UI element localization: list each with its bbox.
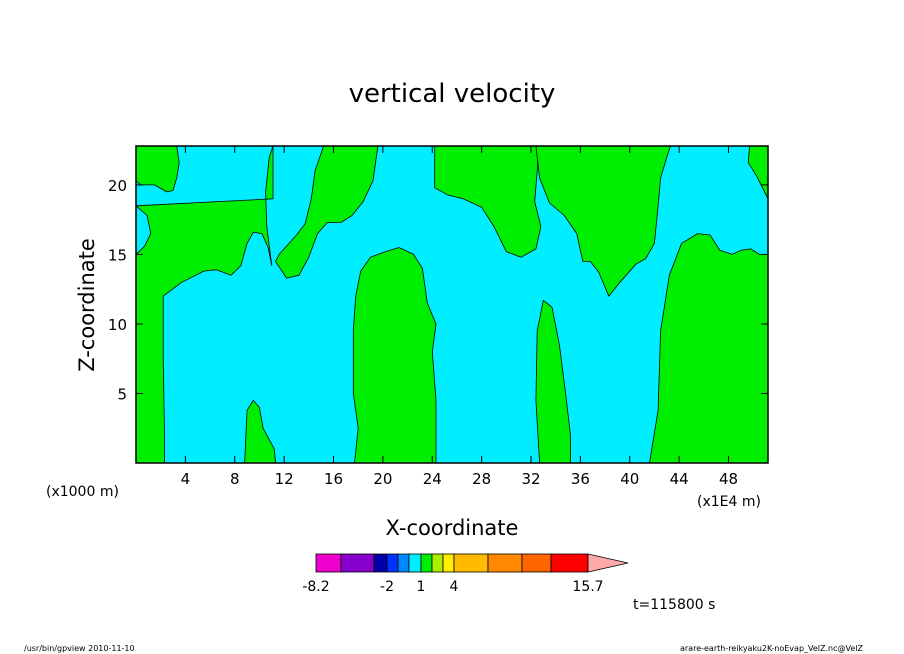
positive-region-5 bbox=[535, 146, 671, 297]
colorbar-tick-label: -2 bbox=[380, 579, 394, 595]
y-tick-label: 5 bbox=[117, 385, 127, 403]
colorbar-segment bbox=[340, 553, 375, 573]
colorbar-segment bbox=[315, 553, 342, 573]
x-tick-label: 48 bbox=[719, 470, 738, 488]
colorbar-segment bbox=[408, 553, 422, 573]
y-axis: 5 10 15 20 bbox=[108, 177, 768, 403]
colorbar-tick-label: 4 bbox=[450, 579, 459, 595]
x-axis-label: X-coordinate bbox=[386, 516, 519, 540]
colorbar-tick-label: -8.2 bbox=[302, 579, 329, 595]
x-tick-label: 28 bbox=[472, 470, 491, 488]
colorbar-segment bbox=[521, 553, 552, 573]
colorbar-segment bbox=[442, 553, 455, 573]
colorbar bbox=[315, 553, 629, 573]
positive-region-8 bbox=[244, 399, 276, 463]
x-scale-label: (x1E4 m) bbox=[697, 494, 761, 510]
colorbar-segment bbox=[397, 553, 410, 573]
y-tick-label: 20 bbox=[108, 177, 127, 195]
plot-frame bbox=[135, 145, 769, 464]
x-tick-label: 16 bbox=[324, 470, 343, 488]
x-tick-label: 40 bbox=[620, 470, 639, 488]
x-tick-label: 20 bbox=[373, 470, 392, 488]
footer-left: /usr/bin/gpview 2010-11-10 bbox=[24, 644, 135, 653]
colorbar-segment bbox=[373, 553, 388, 573]
y-axis-label: Z-coordinate bbox=[75, 238, 99, 372]
x-tick-label: 44 bbox=[670, 470, 689, 488]
positive-region-9 bbox=[535, 299, 571, 463]
x-unit-label: (x1000 m) bbox=[46, 484, 119, 500]
x-tick-label: 24 bbox=[423, 470, 442, 488]
colorbar-segment bbox=[453, 553, 489, 573]
colorbar-segment bbox=[386, 553, 399, 573]
positive-regions bbox=[136, 146, 768, 463]
x-tick-label: 4 bbox=[181, 470, 191, 488]
colorbar-segment bbox=[431, 553, 444, 573]
positive-region-6 bbox=[747, 146, 768, 200]
positive-region-2 bbox=[136, 146, 274, 463]
x-tick-label: 36 bbox=[571, 470, 590, 488]
positive-region-1 bbox=[136, 146, 180, 193]
y-tick-label: 15 bbox=[108, 246, 127, 264]
time-label: t=115800 s bbox=[633, 597, 715, 613]
colorbar-tick-labels: -8.2 -2 1 4 15.7 bbox=[302, 579, 603, 595]
positive-region-7 bbox=[352, 247, 437, 463]
x-tick-label: 32 bbox=[521, 470, 540, 488]
y-tick-label: 10 bbox=[108, 316, 127, 334]
colorbar-arrow bbox=[587, 553, 629, 573]
chart-title: vertical velocity bbox=[349, 79, 556, 109]
colorbar-segment bbox=[420, 553, 433, 573]
positive-region-4 bbox=[434, 146, 542, 258]
colorbar-segment bbox=[550, 553, 589, 573]
x-tick-label: 12 bbox=[275, 470, 294, 488]
x-tick-label: 8 bbox=[230, 470, 240, 488]
colorbar-tick-label: 1 bbox=[417, 579, 426, 595]
colorbar-segment bbox=[487, 553, 523, 573]
footer-right: arare-earth-reikyaku2K-noEvap_VelZ.nc@Ve… bbox=[680, 644, 864, 653]
positive-region-3 bbox=[275, 146, 379, 279]
x-axis: 4 8 12 16 20 24 28 32 36 40 44 48 bbox=[181, 146, 738, 488]
colorbar-tick-label: 15.7 bbox=[572, 579, 603, 595]
